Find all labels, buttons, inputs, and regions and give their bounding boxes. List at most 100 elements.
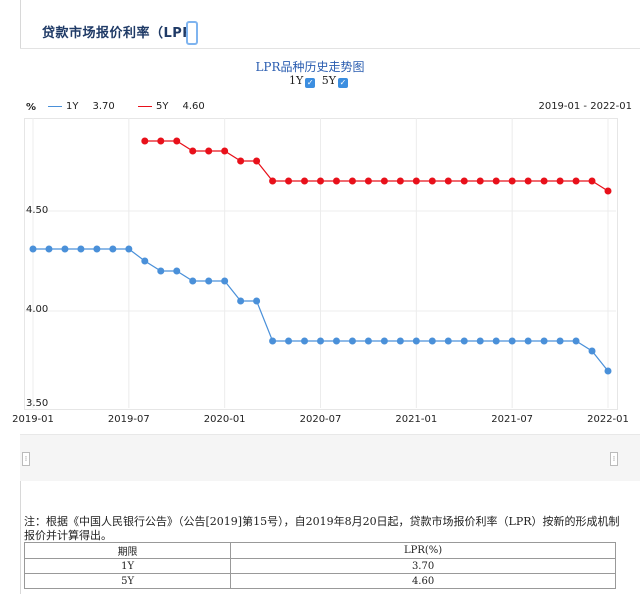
legend-5y-name: 5Y [156,101,169,112]
section-title: 贷款市场报价利率（LPR） [42,26,207,41]
data-point-5y[interactable] [604,187,612,195]
data-point-5y[interactable] [317,177,324,185]
toggle-1y-label: 1Y [288,74,304,87]
data-point-1y[interactable] [364,337,372,345]
data-point-5y[interactable] [237,157,245,165]
y-tick-label: 4.00 [26,304,49,315]
data-point-5y[interactable] [253,157,261,165]
data-point-1y[interactable] [125,245,133,253]
data-point-1y[interactable] [45,245,53,253]
data-point-5y[interactable] [157,137,165,145]
toggle-5y-checkbox[interactable]: ✓ [338,78,349,88]
data-point-5y[interactable] [173,137,181,145]
y-tick-label: 4.50 [26,205,49,216]
data-point-1y[interactable] [380,337,388,345]
data-point-1y[interactable] [396,337,404,345]
data-point-5y[interactable] [572,177,580,185]
data-point-5y[interactable] [556,177,564,185]
x-tick-label: 2020-07 [299,414,342,425]
data-point-1y[interactable] [285,337,293,345]
data-point-1y[interactable] [588,347,596,355]
data-point-5y[interactable] [508,177,516,185]
data-point-1y[interactable] [157,267,165,275]
data-point-1y[interactable] [141,257,149,265]
data-point-1y[interactable] [508,337,516,345]
data-point-5y[interactable] [380,177,388,185]
expand-button[interactable] [186,21,198,45]
data-point-1y[interactable] [205,277,213,285]
x-tick-label: 2019-01 [12,414,54,425]
x-tick-label: 2022-01 [587,414,629,425]
chart-title: LPR品种历史走势图 [255,60,365,74]
toggle-5y-label: 5Y [321,74,337,87]
toggle-1y-checkbox[interactable]: ✓ [305,78,316,88]
data-point-1y[interactable] [301,337,309,345]
data-point-1y[interactable] [189,277,197,285]
legend-1y-line [48,106,62,107]
data-point-5y[interactable] [189,147,197,155]
data-point-1y[interactable] [556,337,564,345]
data-point-1y[interactable] [253,297,261,305]
data-point-1y[interactable] [237,297,245,305]
data-point-5y[interactable] [141,137,149,145]
lpr-table: 期限 LPR(%) 1Y 3.70 5Y 4.60 [23,542,616,589]
data-point-5y[interactable] [412,177,420,185]
table-header-cell: LPR(%) [230,542,616,559]
data-point-5y[interactable] [476,177,484,185]
data-point-5y[interactable] [492,177,500,185]
table-header-row: 期限 LPR(%) [23,542,616,559]
data-point-5y[interactable] [348,177,356,185]
data-point-5y[interactable] [221,147,229,155]
data-point-1y[interactable] [476,337,484,345]
legend-5y[interactable]: 5Y 4.60 [138,101,205,112]
data-point-5y[interactable] [364,177,372,185]
data-point-5y[interactable] [460,177,468,185]
unit-label: % [26,102,37,113]
data-point-5y[interactable] [285,177,293,185]
data-point-1y[interactable] [524,337,532,345]
table-cell: 5Y [23,573,232,589]
x-tick-label: 2019-07 [107,414,150,425]
data-point-1y[interactable] [444,337,452,345]
data-point-1y[interactable] [460,337,468,345]
data-point-5y[interactable] [269,177,277,185]
data-point-1y[interactable] [604,367,612,375]
table-row: 1Y 3.70 [23,558,616,574]
date-range-label: 2019-01 - 2022-01 [538,101,632,112]
y-tick-label: 3.50 [26,398,49,409]
legend-1y[interactable]: 1Y 3.70 [48,101,115,112]
data-point-1y[interactable] [572,337,580,345]
chart-svg [24,118,616,408]
table-cell: 4.60 [230,573,616,589]
data-point-1y[interactable] [317,337,324,345]
data-point-5y[interactable] [428,177,436,185]
data-point-5y[interactable] [396,177,404,185]
navigator-left-handle[interactable]: ⁞ [22,452,30,466]
data-point-5y[interactable] [540,177,548,185]
range-navigator[interactable] [20,434,640,481]
data-point-1y[interactable] [428,337,436,345]
data-point-5y[interactable] [524,177,532,185]
data-point-1y[interactable] [412,337,420,345]
data-point-5y[interactable] [444,177,452,185]
data-point-1y[interactable] [29,245,37,253]
data-point-1y[interactable] [221,277,229,285]
data-point-1y[interactable] [93,245,101,253]
data-point-5y[interactable] [588,177,596,185]
data-point-1y[interactable] [332,337,340,345]
data-point-1y[interactable] [348,337,356,345]
x-tick-label: 2020-01 [203,414,246,425]
data-point-1y[interactable] [61,245,69,253]
table-cell: 1Y [23,558,232,574]
data-point-1y[interactable] [109,245,117,253]
navigator-right-handle[interactable]: ⁞ [610,452,618,466]
data-point-1y[interactable] [540,337,548,345]
data-point-1y[interactable] [269,337,277,345]
data-point-5y[interactable] [205,147,213,155]
series-toggles: 1Y ✓ 5Y ✓ [0,74,640,88]
data-point-1y[interactable] [77,245,85,253]
data-point-5y[interactable] [301,177,309,185]
data-point-1y[interactable] [173,267,181,275]
data-point-5y[interactable] [332,177,340,185]
data-point-1y[interactable] [492,337,500,345]
